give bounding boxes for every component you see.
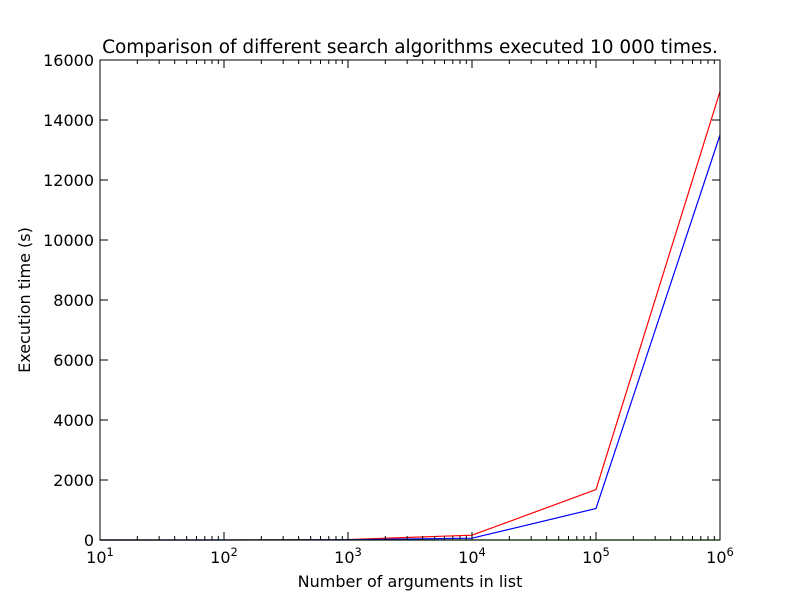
y-tick-label: 14000: [43, 111, 94, 130]
y-tick-label: 12000: [43, 171, 94, 190]
y-tick-label: 0: [84, 531, 94, 550]
y-tick-labels: 0 2000 4000 6000 8000 10000 12000 14000 16000: [43, 51, 94, 550]
x-tick-label: 105: [582, 545, 610, 567]
x-tick-label: 103: [334, 545, 362, 567]
y-tick-label: 16000: [43, 51, 94, 70]
x-tick-label: 106: [706, 545, 734, 567]
chart-title: Comparison of different search algorithm…: [102, 37, 718, 58]
x-tick-label: 104: [458, 545, 486, 567]
y-tick-label: 2000: [53, 471, 94, 490]
plot-frame: [99, 59, 721, 541]
y-tick-label: 10000: [43, 231, 94, 250]
y-tick-label: 8000: [53, 291, 94, 310]
x-axis-label: Number of arguments in list: [298, 572, 523, 591]
y-tick-label: 6000: [53, 351, 94, 370]
y-tick-label: 4000: [53, 411, 94, 430]
x-tick-labels: 101 102 103 104 105 106: [86, 545, 734, 567]
x-tick-label: 101: [86, 545, 114, 567]
y-axis-label: Execution time (s): [15, 227, 34, 373]
plot-area: [99, 59, 721, 541]
x-tick-label: 102: [210, 545, 238, 567]
plot-background: [100, 60, 720, 540]
